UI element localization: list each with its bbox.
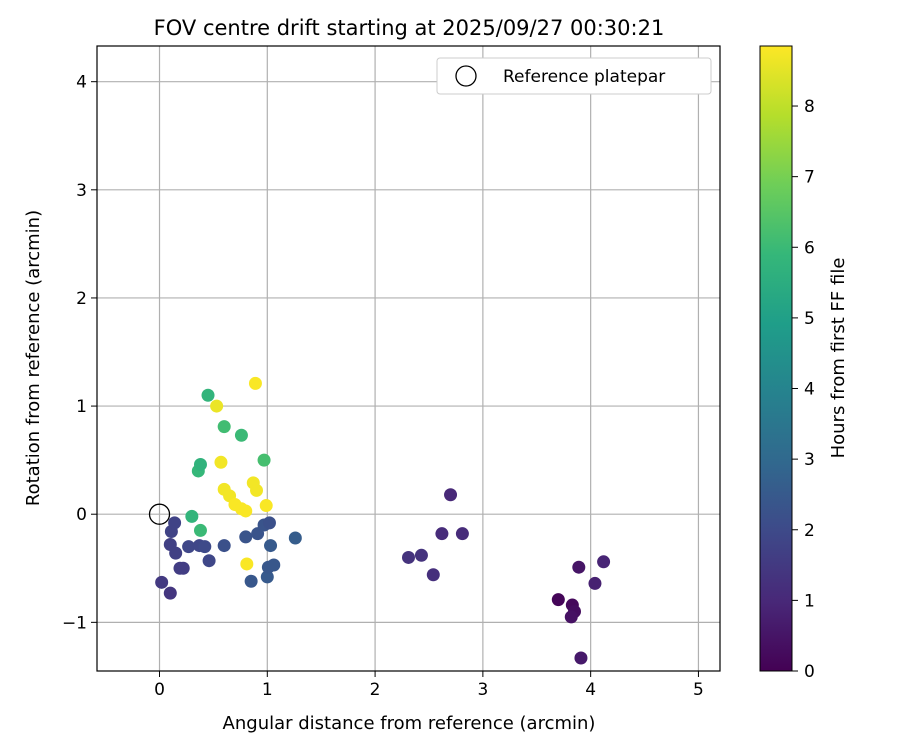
data-point — [574, 651, 588, 665]
data-point — [564, 610, 578, 624]
data-point — [182, 540, 196, 554]
data-point — [193, 457, 207, 471]
data-point — [264, 539, 278, 553]
y-tick-label: 1 — [76, 397, 87, 417]
reference-marker-group — [148, 503, 171, 525]
x-tick-label: 3 — [477, 680, 488, 700]
data-point — [210, 399, 224, 413]
y-axis-ticks: −1 0 1 2 3 4 — [62, 73, 97, 633]
y-tick-label: 4 — [76, 73, 87, 93]
data-point — [402, 550, 415, 564]
y-tick-label: 0 — [76, 505, 87, 525]
colorbar-label: Hours from first FF file — [828, 258, 849, 459]
data-point — [163, 537, 177, 551]
data-point — [217, 420, 231, 434]
y-tick-label: 3 — [76, 181, 87, 201]
data-point — [414, 548, 428, 562]
grid-lines — [97, 46, 720, 671]
chart-title: FOV centre drift starting at 2025/09/27 … — [154, 16, 665, 40]
data-point — [444, 488, 458, 502]
data-point — [201, 388, 215, 402]
x-tick-label: 1 — [262, 680, 273, 700]
data-point — [288, 531, 302, 545]
data-point — [198, 540, 212, 554]
data-point — [262, 516, 276, 530]
colorbar-tick-label: 1 — [804, 591, 815, 611]
data-point — [435, 527, 449, 541]
colorbar-gradient — [759, 45, 793, 672]
x-tick-label: 5 — [693, 680, 704, 700]
data-point — [217, 539, 231, 553]
legend-marker-circle — [455, 65, 477, 87]
data-point — [259, 499, 273, 513]
colorbar-tick-label: 5 — [804, 309, 815, 329]
data-point — [168, 516, 182, 530]
data-point — [250, 483, 264, 497]
data-point — [551, 593, 565, 607]
reference-marker — [148, 503, 171, 525]
x-tick-label: 2 — [370, 680, 381, 700]
legend-label: Reference platepar — [503, 67, 665, 87]
data-point — [176, 561, 190, 575]
data-point — [248, 376, 262, 390]
data-point — [572, 560, 586, 574]
data-point — [234, 428, 248, 442]
data-point — [240, 557, 254, 571]
colorbar-tick-label: 2 — [804, 521, 815, 541]
colorbar-tick-label: 7 — [804, 168, 815, 188]
colorbar: 0 1 2 3 4 5 6 7 8 Hours from first FF file — [759, 45, 849, 682]
data-point — [244, 574, 258, 588]
colorbar-tick-label: 8 — [804, 97, 815, 117]
colorbar-tick-label: 6 — [804, 238, 815, 258]
x-tick-label: 4 — [585, 680, 596, 700]
x-axis-label: Angular distance from reference (arcmin) — [223, 713, 596, 734]
colorbar-tick-label: 4 — [804, 380, 815, 400]
data-point — [239, 530, 253, 544]
colorbar-tick-label: 0 — [804, 662, 815, 682]
legend: Reference platepar — [436, 57, 712, 95]
data-point — [239, 504, 253, 518]
data-point — [155, 575, 169, 589]
data-point — [597, 555, 611, 569]
data-point — [163, 586, 177, 600]
colorbar-ticks: 0 1 2 3 4 5 6 7 8 — [792, 97, 815, 682]
data-point — [185, 509, 199, 523]
data-point — [260, 570, 274, 584]
data-point — [257, 453, 271, 467]
data-point — [214, 455, 228, 469]
legend-box — [436, 57, 712, 95]
data-point — [193, 523, 207, 537]
y-tick-label: −1 — [62, 613, 87, 633]
plot-frame — [96, 45, 721, 672]
data-points — [155, 376, 611, 665]
colorbar-tick-label: 3 — [804, 450, 815, 470]
data-point — [426, 568, 440, 582]
y-axis-label: Rotation from reference (arcmin) — [23, 210, 44, 506]
data-point — [267, 558, 281, 572]
data-point — [588, 576, 602, 590]
x-tick-label: 0 — [154, 680, 165, 700]
x-axis-ticks: 0 1 2 3 4 5 — [154, 671, 704, 700]
y-tick-label: 2 — [76, 289, 87, 309]
data-point — [202, 554, 216, 568]
data-point — [455, 527, 469, 541]
